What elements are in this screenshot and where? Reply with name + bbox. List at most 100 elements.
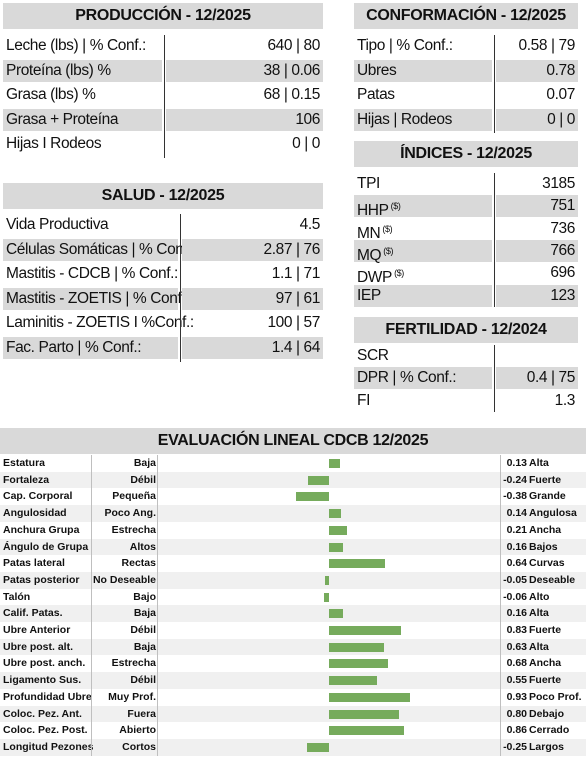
produccion-label-text: Grasa (lbs) % — [6, 86, 96, 104]
indices-label-sup: ($) — [380, 223, 393, 234]
trait-value: 0.80 — [506, 707, 527, 720]
trait-high-label: Poco Prof. — [529, 690, 582, 703]
salud-row: Mastitis - ZOETIS | % Conf.: 97 | 61 — [3, 287, 323, 310]
produccion-title: PRODUCCIÓN - 12/2025 — [75, 7, 251, 24]
trait-label: Patas posterior — [3, 573, 80, 586]
evaluacion-row: Cap. Corporal Pequeña -0.38 Grande — [0, 488, 586, 505]
conformacion-header: CONFORMACIÓN - 12/2025 — [354, 3, 578, 29]
salud-row-value: 97 | 61 — [182, 287, 323, 310]
trait-low-label: Pequeña — [112, 490, 156, 503]
evaluacion-row: Fortaleza Débil -0.24 Fuerte — [0, 471, 586, 489]
produccion-row-label: Proteína (lbs) % — [3, 59, 162, 82]
trait-high-label: Deseable — [529, 573, 576, 586]
conformacion-table: Tipo | % Conf.: 0.58 | 79 Ubres 0.78 Patas 0.… — [354, 35, 578, 134]
trait-bar — [329, 525, 348, 535]
indices-row: DWP ($) 696 — [354, 262, 578, 286]
produccion-label-text: Hijas I Rodeos — [6, 135, 102, 153]
conformacion-row-label: Patas — [354, 84, 492, 106]
fertilidad-row-label: FI — [354, 390, 492, 412]
trait-bar — [329, 609, 343, 619]
trait-value: 0.14 — [506, 507, 527, 520]
conformacion-row-value: 0 | 0 — [496, 108, 578, 131]
trait-label: Ubre post. alt. — [3, 640, 74, 653]
salud-row-label: Vida Productiva — [3, 214, 178, 236]
trait-bar — [308, 475, 329, 485]
trait-high-label: Ancha — [529, 657, 562, 670]
salud-row-value: 1.4 | 64 — [182, 337, 323, 359]
trait-bar — [329, 626, 402, 635]
trait-value: 0.68 — [506, 657, 527, 670]
trait-high-label: Alta — [529, 607, 549, 620]
trait-low-label: Estrecha — [111, 657, 156, 670]
trait-label: Coloc. Pez. Ant. — [3, 707, 82, 720]
trait-low-label: Baja — [133, 607, 156, 620]
trait-low-label: Baja — [133, 457, 156, 469]
trait-bar — [307, 742, 329, 752]
evaluacion-row: Angulosidad Poco Ang. 0.14 Angulosa — [0, 505, 586, 522]
trait-label: Ubre post. anch. — [3, 657, 86, 670]
produccion-row: Grasa (lbs) % 68 | 0.15 — [3, 84, 323, 106]
conformacion-row-label: Ubres — [354, 59, 492, 82]
produccion-row-label: Leche (lbs) | % Conf.: — [3, 35, 162, 57]
fertilidad-row-value: 1.3 — [554, 391, 576, 409]
evaluacion-title: EVALUACIÓN LINEAL CDCB 12/2025 — [157, 432, 429, 449]
fertilidad-row-value — [496, 345, 578, 367]
trait-low-label: Débil — [130, 624, 156, 636]
indices-row-value: 766 — [496, 239, 578, 262]
conformacion-row-value: 0.78 — [496, 59, 578, 82]
salud-label-text: Laminitis - ZOETIS I %Conf.: — [6, 314, 194, 332]
trait-high-label: Fuerte — [529, 624, 562, 636]
trait-label: Ubre Anterior — [3, 624, 71, 636]
trait-bar — [295, 492, 329, 502]
produccion-row-label: Grasa (lbs) % — [3, 84, 162, 106]
indices-label-sup: ($) — [391, 268, 404, 279]
evaluacion-row: Anchura Grupa Estrecha 0.21 Ancha — [0, 522, 586, 539]
salud-row: Fac. Parto | % Conf.: 1.4 | 64 — [3, 337, 323, 359]
indices-row: MQ ($) 766 — [354, 239, 578, 264]
produccion-row: Proteína (lbs) % 38 | 0.06 — [3, 59, 323, 82]
indices-row-label: MQ ($) — [354, 239, 492, 264]
salud-row-label: Laminitis - ZOETIS I %Conf.: — [3, 312, 194, 334]
evaluacion-column-divider — [91, 455, 92, 756]
trait-label: Estatura — [3, 457, 46, 469]
trait-low-label: Muy Prof. — [108, 690, 156, 703]
fertilidad-label-text: DPR | % Conf.: — [357, 369, 457, 387]
trait-low-label: Estrecha — [111, 523, 156, 536]
trait-bar — [329, 726, 404, 736]
evaluacion-row: Patas posterior No Deseable -0.05 Deseable — [0, 571, 586, 589]
salud-label-text: Células Somáticas | % Conf.: — [6, 240, 196, 258]
evaluacion-column-divider — [157, 455, 158, 756]
produccion-row-label: Grasa + Proteína — [3, 108, 162, 131]
indices-label-text: TPI — [357, 175, 380, 192]
trait-value: -0.24 — [503, 473, 527, 486]
trait-low-label: Débil — [130, 674, 156, 687]
conformacion-row: Tipo | % Conf.: 0.58 | 79 — [354, 35, 578, 57]
evaluacion-column-divider — [500, 455, 501, 756]
fertilidad-label-text: FI — [357, 391, 370, 409]
indices-label-sup: ($) — [388, 201, 401, 212]
evaluacion-row: Profundidad Ubre Muy Prof. 0.93 Poco Prof. — [0, 689, 586, 706]
evaluacion-row: Ubre post. anch. Estrecha 0.68 Ancha — [0, 655, 586, 672]
indices-row-label: TPI — [354, 173, 492, 195]
conformacion-label-text: Patas — [357, 86, 395, 104]
trait-low-label: Abierto — [119, 724, 156, 737]
trait-bar — [323, 592, 329, 602]
indices-row: MN ($) 736 — [354, 218, 578, 242]
trait-high-label: Bajos — [529, 540, 558, 553]
trait-high-label: Alto — [529, 590, 550, 603]
salud-row-value: 4.5 — [299, 216, 321, 233]
indices-row-label: IEP — [354, 284, 492, 307]
trait-bar — [329, 509, 342, 519]
trait-value: -0.05 — [503, 573, 527, 586]
trait-label: Profundidad Ubre — [3, 690, 92, 703]
produccion-row-value: 68 | 0.15 — [263, 86, 321, 104]
trait-label: Angulosidad — [3, 507, 67, 520]
trait-bar — [329, 659, 389, 669]
trait-value: 0.83 — [506, 624, 527, 636]
indices-label-text: MN — [357, 224, 381, 242]
evaluacion-table: Estatura Baja 0.13 Alta Fortaleza Débil -0.24 F… — [0, 455, 586, 761]
fertilidad-row: SCR — [354, 345, 578, 367]
salud-row-value: 100 | 57 — [267, 314, 320, 332]
salud-row: Vida Productiva 4.5 — [3, 214, 323, 236]
indices-title: ÍNDICES - 12/2025 — [400, 145, 532, 162]
